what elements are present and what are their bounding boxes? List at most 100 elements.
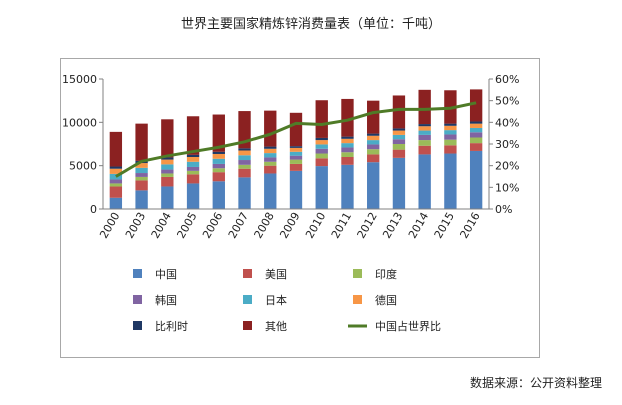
bar-segment-2007-4 <box>238 155 251 161</box>
x-tick-label-2004: 2004 <box>149 210 174 241</box>
bar-segment-2013-4 <box>392 134 406 140</box>
bar-segment-2003-7 <box>135 123 148 161</box>
y-tick-label: 10000 <box>62 116 97 129</box>
legend-swatch-4 <box>243 295 252 304</box>
bar-segment-2016-2 <box>469 137 483 144</box>
legend-label-3: 韩国 <box>155 293 177 307</box>
share-line-layer <box>115 101 477 178</box>
y2-tick-label: 40% <box>495 116 519 129</box>
bar-segment-2015-5 <box>444 125 457 131</box>
chart-title: 世界主要国家精炼锌消费量表（单位：千吨） <box>180 17 441 32</box>
bar-segment-2012-5 <box>367 135 380 141</box>
bar-segment-2005-3 <box>186 166 200 171</box>
bar-segment-2007-0 <box>238 177 251 209</box>
bar-segment-2006-4 <box>212 158 225 164</box>
bar-segment-2004-1 <box>161 176 174 187</box>
bar-segment-2008-5 <box>264 148 277 154</box>
legend-label-1: 美国 <box>265 268 287 281</box>
bar-segment-2003-2 <box>135 176 148 181</box>
bar-segment-2012-6 <box>367 133 380 136</box>
x-tick-label-2006: 2006 <box>200 210 225 241</box>
legend-label-0: 中国 <box>155 268 177 281</box>
bar-segment-2014-2 <box>418 140 431 146</box>
legend-swatch-3 <box>133 295 142 304</box>
legend-label-5: 德国 <box>375 293 397 307</box>
bar-segment-2003-1 <box>135 180 148 191</box>
bar-segment-2004-7 <box>161 119 174 158</box>
x-tick-label-2000: 2000 <box>97 210 122 241</box>
bar-segment-2009-0 <box>289 170 303 209</box>
bar-segment-2005-1 <box>186 174 200 184</box>
bar-segment-2012-7 <box>367 100 380 134</box>
bar-segment-2009-2 <box>289 159 303 164</box>
bar-segment-2015-1 <box>444 145 457 154</box>
bar-segment-2009-5 <box>289 147 303 152</box>
bar-segment-2005-0 <box>186 183 200 209</box>
bar-segment-2016-5 <box>469 123 483 128</box>
legend-label-4: 日本 <box>265 293 287 307</box>
bar-segment-2004-3 <box>161 169 174 174</box>
y2-tick-label: 50% <box>495 95 519 108</box>
bar-segment-2016-6 <box>469 121 483 124</box>
bar-segment-2016-3 <box>469 132 483 138</box>
bar-segment-2008-7 <box>264 110 277 147</box>
chart-frame: 0 5000 10000 15000 0% 10% 20% 30% 40% 50% 60% 2000… <box>60 58 540 358</box>
bar-segment-2012-3 <box>367 144 380 150</box>
legend-swatch-1 <box>243 269 252 278</box>
legend-swatch-7 <box>243 321 252 330</box>
bar-segment-2013-2 <box>392 144 406 150</box>
bar-segment-2006-5 <box>212 153 225 159</box>
legend-label-6: 比利时 <box>155 320 188 333</box>
bar-segment-2003-4 <box>135 167 148 174</box>
y-tick-label: 15000 <box>62 73 97 86</box>
legend-label-8: 中国占世界比 <box>375 319 441 333</box>
bar-segment-2000-6 <box>109 166 123 169</box>
bar-segment-2003-3 <box>135 173 148 177</box>
bar-segment-2014-1 <box>418 145 431 155</box>
bar-segment-2004-5 <box>161 159 174 165</box>
bar-segment-2004-0 <box>161 186 174 209</box>
bar-segment-2013-7 <box>392 95 406 129</box>
bar-segment-2016-7 <box>469 89 483 122</box>
x-tick-label-2008: 2008 <box>252 210 277 241</box>
bar-segment-2014-6 <box>418 124 431 127</box>
bar-segment-2009-1 <box>289 163 303 171</box>
bar-segment-2008-6 <box>264 146 277 149</box>
bar-segment-2013-1 <box>392 149 406 158</box>
bar-segment-2014-0 <box>418 154 431 209</box>
bar-segment-2007-5 <box>238 150 251 156</box>
data-source-note: 数据来源：公开资料整理 <box>469 376 602 390</box>
bar-segment-2006-0 <box>212 181 225 209</box>
y2-tick-label: 0% <box>495 203 512 216</box>
bar-segment-2015-6 <box>444 123 457 126</box>
bar-segment-2004-2 <box>161 173 174 177</box>
y-tick-label: 0 <box>90 203 97 216</box>
bar-segment-2011-3 <box>341 147 354 153</box>
bar-segment-2013-5 <box>392 130 406 135</box>
x-tick-label-2009: 2009 <box>277 210 302 241</box>
bar-segment-2011-1 <box>341 157 354 165</box>
bar-segment-2012-4 <box>367 140 380 145</box>
bar-segment-2006-2 <box>212 168 225 173</box>
bar-segment-2013-3 <box>392 139 406 144</box>
x-tick-label-2016: 2016 <box>457 210 482 241</box>
bar-segment-2015-3 <box>444 134 457 140</box>
axes-layer: 0 5000 10000 15000 0% 10% 20% 30% 40% 50% 60% <box>62 73 519 216</box>
bars-layer <box>109 89 483 209</box>
y2-tick-label: 30% <box>495 138 519 151</box>
bar-segment-2011-4 <box>341 143 354 148</box>
bar-segment-2009-4 <box>289 151 303 156</box>
bar-segment-2015-0 <box>444 153 457 209</box>
bar-segment-2013-0 <box>392 157 406 209</box>
bar-segment-2007-6 <box>238 148 251 151</box>
bar-segment-2014-3 <box>418 134 431 141</box>
bar-segment-2015-2 <box>444 139 457 146</box>
legend-swatch-5 <box>353 295 362 304</box>
bar-segment-2014-4 <box>418 130 431 135</box>
x-tick-label-2014: 2014 <box>406 210 431 241</box>
bar-segment-2005-4 <box>186 161 200 167</box>
bar-segment-2010-4 <box>315 144 328 149</box>
bar-segment-2006-6 <box>212 151 225 154</box>
bar-segment-2007-2 <box>238 164 251 169</box>
bar-segment-2005-2 <box>186 170 200 175</box>
